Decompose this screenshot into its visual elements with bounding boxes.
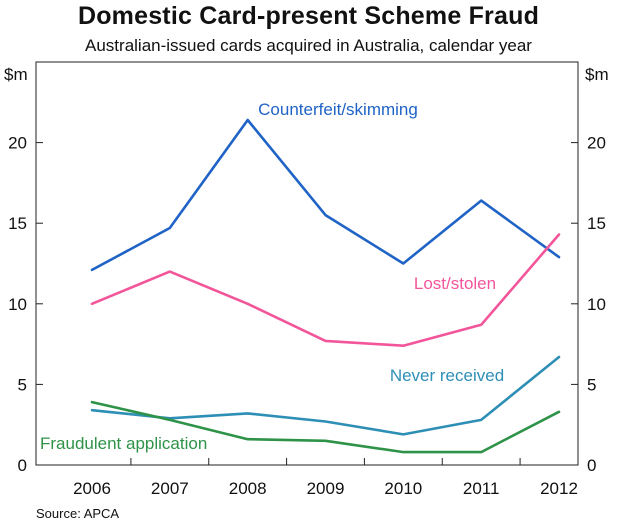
x-tick-label: 2008 xyxy=(229,479,267,498)
y-tick-label-right: 20 xyxy=(587,134,606,153)
x-tick-label: 2007 xyxy=(151,479,189,498)
x-tick-label: 2010 xyxy=(384,479,422,498)
chart-title: Domestic Card-present Scheme Fraud xyxy=(77,2,540,30)
x-tick-label: 2006 xyxy=(73,479,111,498)
series-label-never-received: Never received xyxy=(390,366,504,385)
source-note: Source: APCA xyxy=(36,506,120,521)
x-tick-label: 2011 xyxy=(463,479,500,498)
y-tick-label-left: 5 xyxy=(18,375,27,394)
x-tick-label: 2012 xyxy=(540,479,578,498)
plot-frame xyxy=(35,61,579,466)
y-tick-label-right: 0 xyxy=(587,456,596,475)
series-label-counterfeit-skimming: Counterfeit/skimming xyxy=(258,100,418,119)
series-line-fraudulent-application xyxy=(90,400,561,454)
series-line-never-received xyxy=(90,355,561,436)
x-tick-label: 2009 xyxy=(307,479,345,498)
y-tick-label-left: 20 xyxy=(8,134,27,153)
chart-subtitle: Australian-issued cards acquired in Aust… xyxy=(85,36,532,55)
series-line-counterfeit-skimming xyxy=(90,118,561,272)
y-axis-unit-right: $m xyxy=(585,65,609,84)
series-label-fraudulent-application: Fraudulent application xyxy=(40,434,207,453)
series-line-lost-stolen xyxy=(90,233,561,348)
y-tick-label-right: 15 xyxy=(587,214,606,233)
y-tick-label-right: 10 xyxy=(587,295,606,314)
axis-ticks: 0 0 5 5 10 10 15 15 20 20 2006 2007 2008 2009 2010 2011… xyxy=(8,134,606,498)
y-tick-label-right: 5 xyxy=(587,375,596,394)
y-tick-label-left: 0 xyxy=(18,456,27,475)
series-label-lost-stolen: Lost/stolen xyxy=(414,274,496,293)
series-labels: Counterfeit/skimming Lost/stolen Never rec… xyxy=(40,100,504,453)
y-tick-label-left: 15 xyxy=(8,214,27,233)
y-axis-unit-left: $m xyxy=(4,65,28,84)
series-lines xyxy=(90,118,561,454)
y-tick-label-left: 10 xyxy=(8,295,27,314)
